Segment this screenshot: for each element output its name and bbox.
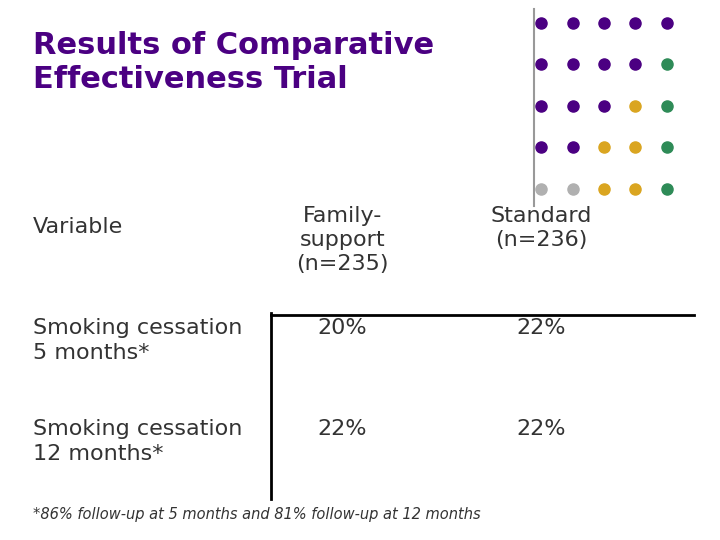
Text: 22%: 22% [318,419,367,439]
Text: Smoking cessation
5 months*: Smoking cessation 5 months* [32,318,242,363]
Text: Standard
(n=236): Standard (n=236) [491,206,592,250]
Text: 20%: 20% [318,318,367,338]
Text: *86% follow-up at 5 months and 81% follow-up at 12 months: *86% follow-up at 5 months and 81% follo… [32,507,480,522]
Text: Results of Comparative
Effectiveness Trial: Results of Comparative Effectiveness Tri… [32,31,433,94]
Text: 22%: 22% [517,419,566,439]
Text: Smoking cessation
12 months*: Smoking cessation 12 months* [32,419,242,464]
Text: Variable: Variable [32,217,123,237]
Text: Family-
support
(n=235): Family- support (n=235) [296,206,389,274]
Text: 22%: 22% [517,318,566,338]
